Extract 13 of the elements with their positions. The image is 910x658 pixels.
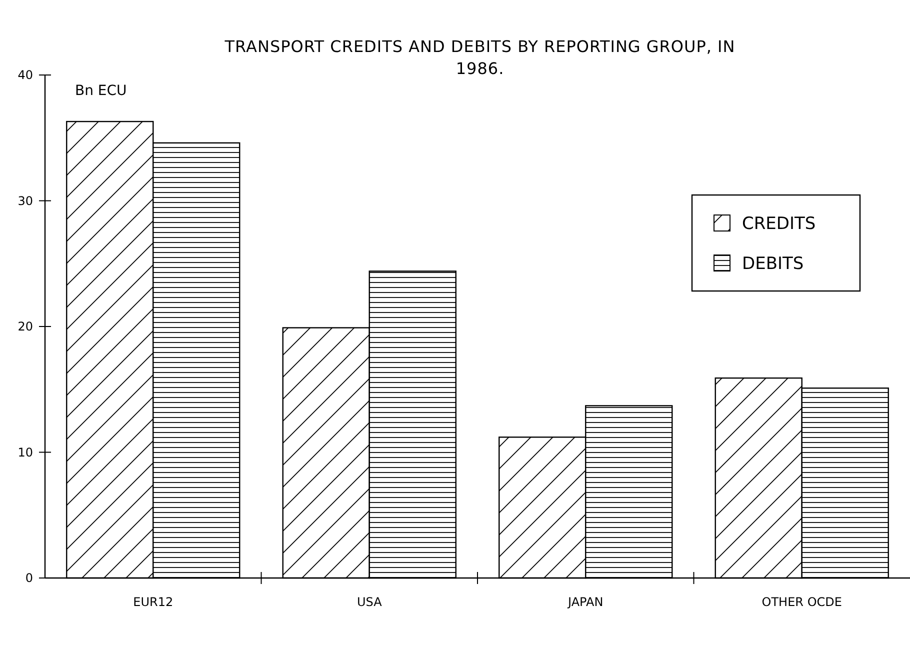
y-tick-label: 10 [18, 445, 33, 460]
x-tick-label: USA [356, 595, 383, 609]
legend-label: DEBITS [742, 254, 804, 274]
y-tick-label: 30 [18, 194, 33, 208]
legend-label: CREDITS [742, 214, 816, 234]
y-axis-title: Bn ECU [75, 83, 127, 99]
y-tick-label: 0 [25, 571, 33, 586]
x-tick-label: JAPAN [567, 595, 604, 609]
chart-title: TRANSPORT CREDITS AND DEBITS BY REPORTING GROUP, IN 1986. [224, 37, 736, 78]
x-tick-label: EUR12 [133, 595, 174, 609]
x-tick-label: OTHER OCDE [762, 595, 842, 609]
y-tick-label: 20 [18, 320, 33, 334]
y-tick-label: 40 [18, 68, 33, 82]
